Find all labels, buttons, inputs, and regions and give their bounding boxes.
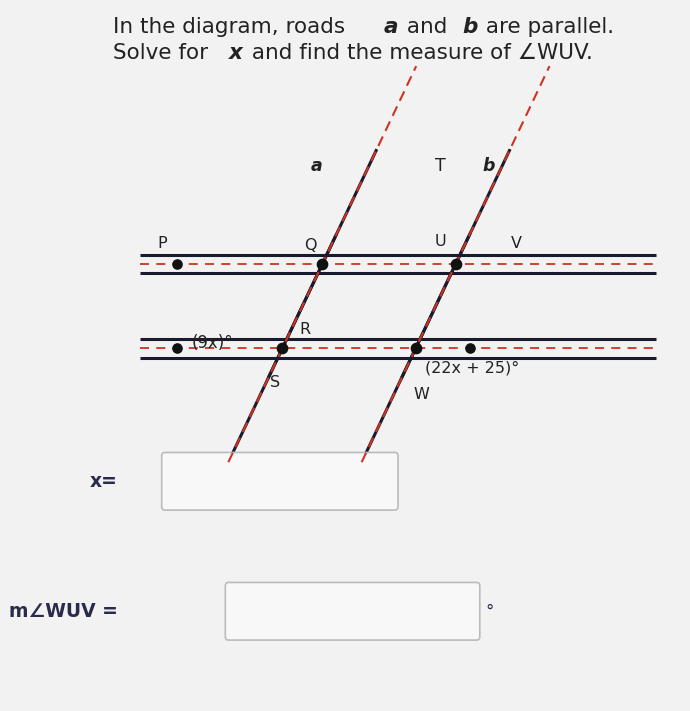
Text: U: U bbox=[435, 234, 446, 249]
Point bbox=[171, 259, 182, 270]
Point bbox=[277, 343, 288, 354]
Text: (22x + 25)°: (22x + 25)° bbox=[424, 360, 519, 375]
Text: m∠WUV =: m∠WUV = bbox=[8, 602, 117, 621]
Text: In the diagram, roads: In the diagram, roads bbox=[113, 16, 352, 37]
Text: a: a bbox=[384, 16, 399, 37]
Point bbox=[317, 259, 328, 270]
Text: V: V bbox=[511, 235, 522, 250]
Text: b: b bbox=[482, 157, 495, 175]
Text: and find the measure of ∠WUV.: and find the measure of ∠WUV. bbox=[244, 43, 593, 63]
Text: a: a bbox=[310, 157, 322, 175]
Text: R: R bbox=[299, 322, 311, 337]
Point bbox=[450, 259, 461, 270]
Text: °: ° bbox=[486, 602, 494, 620]
Point bbox=[464, 343, 475, 354]
Point bbox=[171, 343, 182, 354]
Text: Q: Q bbox=[304, 237, 317, 252]
Text: b: b bbox=[462, 16, 477, 37]
Text: are parallel.: are parallel. bbox=[480, 16, 615, 37]
Text: and: and bbox=[400, 16, 455, 37]
Text: (9x)°: (9x)° bbox=[192, 334, 233, 352]
Text: W: W bbox=[414, 387, 430, 402]
Point bbox=[410, 343, 421, 354]
Text: T: T bbox=[435, 157, 446, 175]
Text: x=: x= bbox=[90, 472, 117, 491]
FancyBboxPatch shape bbox=[226, 582, 480, 640]
Text: Solve for: Solve for bbox=[113, 43, 215, 63]
Text: x: x bbox=[229, 43, 243, 63]
FancyBboxPatch shape bbox=[161, 452, 398, 510]
Text: P: P bbox=[157, 235, 166, 250]
Text: S: S bbox=[270, 375, 280, 390]
